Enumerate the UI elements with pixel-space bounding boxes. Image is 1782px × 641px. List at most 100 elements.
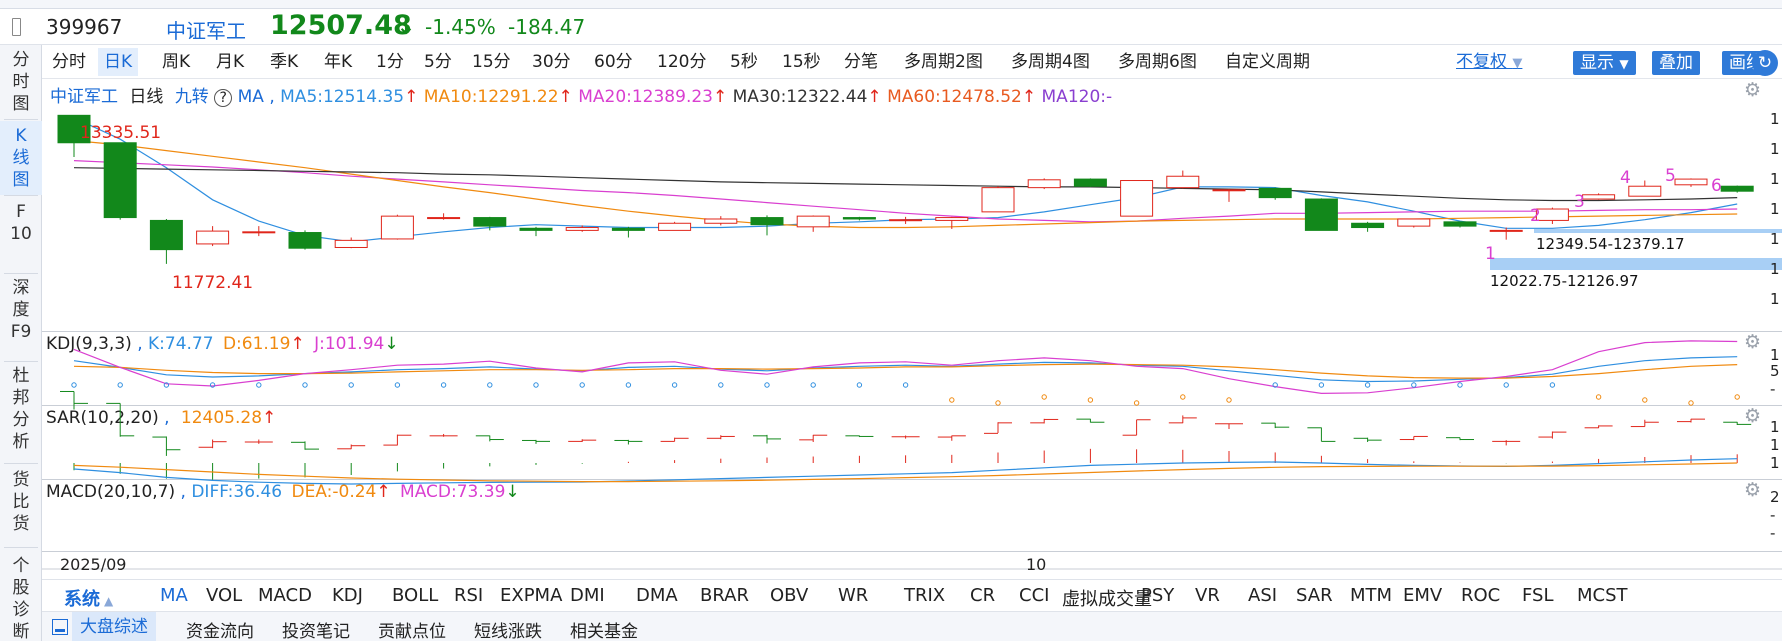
tab-quarterly[interactable]: 季K (270, 52, 299, 72)
indicator-wr[interactable]: WR (838, 585, 869, 606)
help-icon[interactable]: ? (214, 89, 233, 107)
indicator-roc[interactable]: ROC (1461, 585, 1501, 606)
change-percent: -1.45% (425, 15, 496, 39)
indicator-mcst[interactable]: MCST (1577, 585, 1628, 606)
tab-contribution[interactable]: 贡献点位 (378, 622, 446, 641)
tab-daily[interactable]: 日K (98, 48, 139, 76)
indicator-expma[interactable]: EXPMA (500, 585, 563, 606)
panel-toggle-icon[interactable] (12, 18, 21, 36)
legend-nine-turn[interactable]: 九转 (174, 87, 209, 107)
kdj-d: D:61.19 (222, 334, 291, 354)
gear-icon[interactable]: ⚙ (1744, 405, 1762, 427)
indicator-asi[interactable]: ASI (1248, 585, 1278, 606)
down-arrow-icon: ↓ (505, 482, 520, 502)
tab-15sec[interactable]: 15秒 (782, 52, 821, 72)
tab-fund-flow[interactable]: 资金流向 (186, 622, 254, 641)
support-zone-lower (1490, 258, 1782, 270)
indicator-虚拟成交量[interactable]: 虚拟成交量 (1062, 589, 1152, 610)
nav-diagnosis[interactable]: 个股诊断 (12, 556, 30, 641)
main-legend: 中证军工 日线 九转 ? MA , MA5:12514.35↑ MA10:122… (50, 87, 1113, 107)
macd-name[interactable]: MACD(20,10,7) (46, 482, 176, 502)
tab-invest-notes[interactable]: 投资笔记 (282, 622, 350, 641)
candle-body (1120, 180, 1154, 217)
legend-ma60: MA60:12478.52 (887, 87, 1022, 107)
sar-name[interactable]: SAR(10,2,20) (46, 408, 159, 428)
indicator-dma[interactable]: DMA (636, 585, 678, 606)
gear-icon[interactable]: ⚙ (1744, 479, 1762, 501)
kline-chart[interactable] (42, 79, 1782, 579)
indicator-emv[interactable]: EMV (1403, 585, 1443, 606)
tab-30min[interactable]: 30分 (532, 52, 571, 72)
panel-toggle-icon[interactable] (52, 619, 68, 635)
macd-dea: DEA:-0.24 (291, 482, 377, 502)
indicator-dmi[interactable]: DMI (570, 585, 605, 606)
tab-multi4[interactable]: 多周期4图 (1011, 52, 1090, 72)
candle-body (196, 230, 230, 245)
nav-f10[interactable]: F 10 (10, 202, 32, 244)
candle-body (519, 227, 553, 231)
nav-dupont[interactable]: 杜邦分析 (12, 366, 30, 452)
gear-icon[interactable]: ⚙ (1744, 331, 1762, 353)
tab-5min[interactable]: 5分 (424, 52, 452, 72)
system-dropdown[interactable]: 系统 ▲ (64, 589, 114, 610)
display-button[interactable]: 显示 ▼ (1573, 51, 1636, 75)
tab-multi6[interactable]: 多周期6图 (1118, 52, 1197, 72)
indicator-macd[interactable]: MACD (258, 585, 312, 606)
candle-body (1304, 198, 1338, 231)
candle-body (427, 217, 461, 220)
overlay-button[interactable]: 叠加 (1652, 51, 1700, 75)
tab-15min[interactable]: 15分 (472, 52, 511, 72)
tab-1min[interactable]: 1分 (376, 52, 404, 72)
indicator-sar[interactable]: SAR (1296, 585, 1333, 606)
tab-tick[interactable]: 分笔 (844, 52, 878, 72)
tab-5sec[interactable]: 5秒 (730, 52, 758, 72)
indicator-vr[interactable]: VR (1195, 585, 1220, 606)
nine-count-1: 1 (1485, 244, 1496, 264)
sar-dot (117, 382, 123, 388)
indicator-mtm[interactable]: MTM (1350, 585, 1393, 606)
tab-weekly[interactable]: 周K (162, 52, 191, 72)
candle-body (380, 215, 414, 240)
candle-body (704, 218, 738, 224)
indicator-ma[interactable]: MA (160, 585, 188, 606)
indicator-cr[interactable]: CR (970, 585, 996, 606)
candle-body (1674, 178, 1708, 186)
indicator-fsl[interactable]: FSL (1522, 585, 1554, 606)
indicator-rsi[interactable]: RSI (454, 585, 484, 606)
indicator-psy[interactable]: PSY (1141, 585, 1175, 606)
tab-intraday[interactable]: 分时 (52, 52, 86, 72)
tab-multi2[interactable]: 多周期2图 (904, 52, 983, 72)
x-axis-label-sep: 2025/09 (60, 555, 127, 574)
gear-icon[interactable]: ⚙ (1744, 79, 1762, 101)
refresh-icon[interactable]: ↻ (1752, 50, 1778, 76)
indicator-brar[interactable]: BRAR (700, 585, 749, 606)
indicator-trix[interactable]: TRIX (904, 585, 946, 606)
tab-short-term[interactable]: 短线涨跌 (474, 622, 542, 641)
up-arrow-icon: ↑ (376, 482, 391, 502)
indicator-boll[interactable]: BOLL (392, 585, 439, 606)
tab-yearly[interactable]: 年K (324, 52, 353, 72)
nav-depth-f9[interactable]: 深度 F9 (10, 278, 32, 342)
tab-60min[interactable]: 60分 (594, 52, 633, 72)
indicator-obv[interactable]: OBV (770, 585, 809, 606)
fuquan-dropdown[interactable]: 不复权 ▼ (1456, 52, 1523, 72)
indicator-cci[interactable]: CCI (1019, 585, 1050, 606)
axis-tick: 1 (1770, 140, 1780, 158)
indicator-vol[interactable]: VOL (206, 585, 243, 606)
nav-intraday[interactable]: 分时图 (12, 50, 30, 114)
tab-related-funds[interactable]: 相关基金 (570, 622, 638, 641)
candle-body (935, 217, 969, 221)
kdj-name[interactable]: KDJ(9,3,3) (46, 334, 132, 354)
x-axis-label-oct: 10 (1026, 555, 1047, 574)
nav-compare[interactable]: 货比货 (12, 470, 30, 534)
macd-dea-line (73, 462, 1738, 483)
tab-monthly[interactable]: 月K (216, 52, 245, 72)
legend-ma[interactable]: MA (237, 87, 264, 107)
tab-market-overview[interactable]: 大盘综述 (72, 612, 156, 641)
sar-dot (1272, 382, 1278, 388)
sar-dot (902, 382, 909, 388)
tab-120min[interactable]: 120分 (657, 52, 707, 72)
indicator-kdj[interactable]: KDJ (332, 585, 363, 606)
tab-custom-period[interactable]: 自定义周期 (1225, 52, 1310, 72)
